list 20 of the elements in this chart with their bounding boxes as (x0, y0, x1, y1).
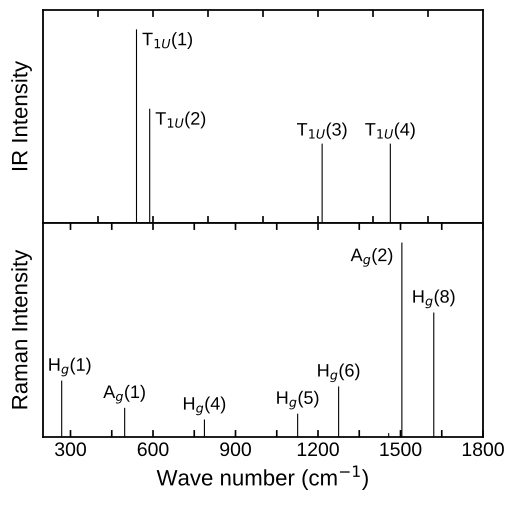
annotation: T$_{1U}$(2) (156, 112, 206, 128)
x-tick-label: 600 (138, 442, 168, 456)
x-tick-label: 1200 (298, 442, 339, 456)
y-axis-title: IR Intensity (11, 60, 32, 170)
annotation: H$_{g}$(5) (277, 390, 318, 410)
x-axis-title: Wave number (cm$^{−1}$) (156, 466, 368, 490)
x-tick-label: 1800 (462, 442, 504, 456)
annotation: A$_{g}$(2) (350, 248, 392, 267)
annotation: H$_{g}$(4) (184, 396, 226, 416)
annotation: T$_{1U}$(3) (296, 122, 347, 140)
annotation: H$_{g}$(6) (318, 363, 360, 382)
x-tick-label: 300 (55, 442, 86, 456)
annotation: H$_{g}$(8) (413, 290, 455, 308)
y-axis-title: Raman Intensity (11, 250, 32, 408)
annotation: T$_{1U}$(4) (365, 122, 415, 140)
annotation: H$_{g}$(1) (49, 358, 90, 376)
x-tick-label: 1500 (380, 442, 422, 456)
annotation: T$_{1U}$(1) (142, 32, 192, 49)
x-tick-label: 900 (220, 442, 251, 456)
annotation: A$_{g}$(1) (103, 384, 145, 404)
